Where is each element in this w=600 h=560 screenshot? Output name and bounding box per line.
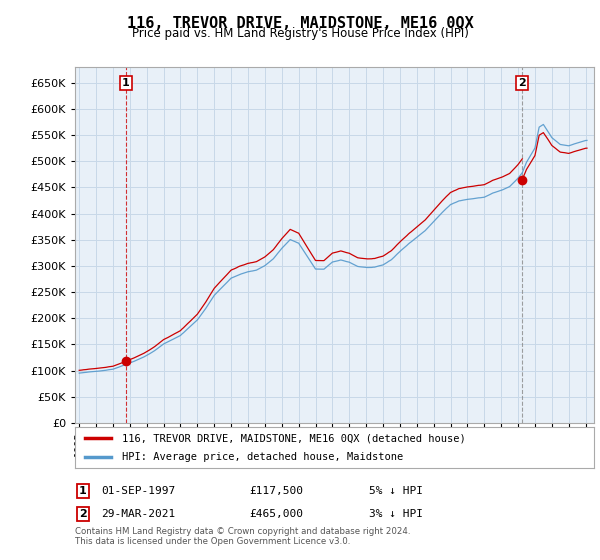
Text: 116, TREVOR DRIVE, MAIDSTONE, ME16 0QX (detached house): 116, TREVOR DRIVE, MAIDSTONE, ME16 0QX (… [122, 433, 466, 443]
Text: 2: 2 [79, 508, 86, 519]
Text: 3% ↓ HPI: 3% ↓ HPI [369, 508, 423, 519]
Text: 01-SEP-1997: 01-SEP-1997 [101, 486, 175, 496]
Text: £117,500: £117,500 [249, 486, 303, 496]
Text: Contains HM Land Registry data © Crown copyright and database right 2024.
This d: Contains HM Land Registry data © Crown c… [75, 526, 410, 546]
Text: 5% ↓ HPI: 5% ↓ HPI [369, 486, 423, 496]
Text: HPI: Average price, detached house, Maidstone: HPI: Average price, detached house, Maid… [122, 452, 403, 461]
Text: 29-MAR-2021: 29-MAR-2021 [101, 508, 175, 519]
Text: Price paid vs. HM Land Registry's House Price Index (HPI): Price paid vs. HM Land Registry's House … [131, 27, 469, 40]
Text: £465,000: £465,000 [249, 508, 303, 519]
Text: 116, TREVOR DRIVE, MAIDSTONE, ME16 0QX: 116, TREVOR DRIVE, MAIDSTONE, ME16 0QX [127, 16, 473, 31]
Text: 1: 1 [122, 78, 130, 88]
Text: 1: 1 [79, 486, 86, 496]
Text: 2: 2 [518, 78, 526, 88]
